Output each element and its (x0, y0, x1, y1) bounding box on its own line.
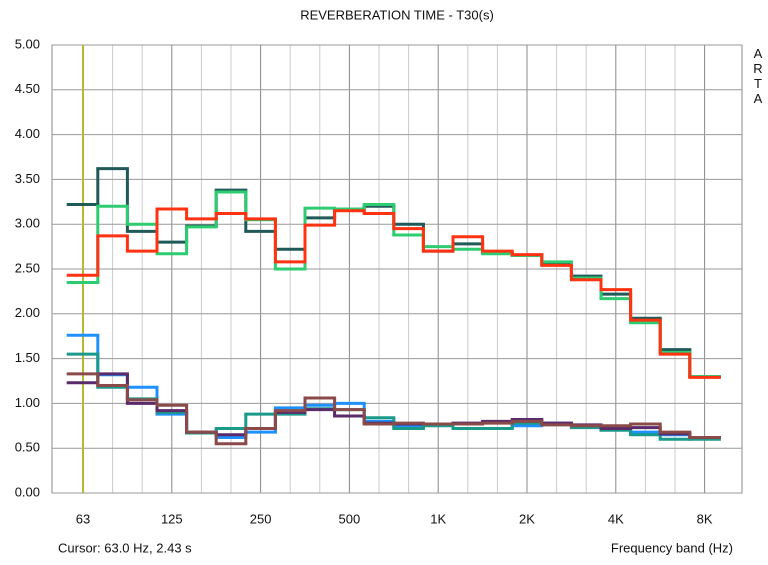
x-tick-label: 250 (250, 511, 272, 526)
x-tick-label: 63 (76, 511, 90, 526)
y-tick-label: 3.00 (15, 216, 40, 231)
chart-title: REVERBERATION TIME - T30(s) (300, 7, 494, 22)
y-tick-label: 4.00 (15, 126, 40, 141)
x-tick-label: 1K (430, 511, 446, 526)
x-axis-label: Frequency band (Hz) (611, 540, 733, 555)
y-tick-label: 0.50 (15, 440, 40, 455)
y-tick-label: 3.50 (15, 171, 40, 186)
y-tick-label: 5.00 (15, 36, 40, 51)
y-tick-label: 4.50 (15, 81, 40, 96)
x-tick-label: 2K (519, 511, 535, 526)
x-tick-label: 8K (697, 511, 713, 526)
x-tick-label: 125 (161, 511, 183, 526)
y-tick-label: 2.00 (15, 305, 40, 320)
y-tick-label: 2.50 (15, 260, 40, 275)
watermark: ARTA (753, 46, 763, 106)
y-tick-label: 1.00 (15, 395, 40, 410)
x-tick-label: 500 (339, 511, 361, 526)
y-tick-label: 1.50 (15, 350, 40, 365)
cursor-readout: Cursor: 63.0 Hz, 2.43 s (58, 540, 192, 555)
y-tick-label: 0.00 (15, 484, 40, 499)
x-tick-label: 4K (608, 511, 624, 526)
